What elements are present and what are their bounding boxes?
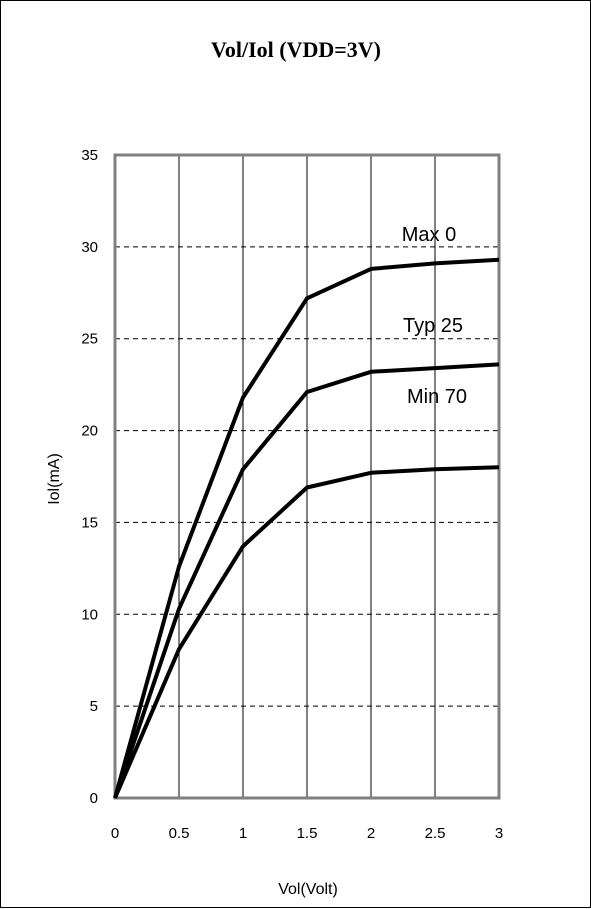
series-lines [113,257,500,799]
y-tick-label: 25 [81,331,98,348]
series-label: Max 0 [402,224,456,246]
x-tick-label: 3 [495,825,503,842]
x-tick-label: 1 [239,825,247,842]
y-tick-labels: 0 5 10 15 20 25 30 35 [81,147,98,807]
grid-layer [115,155,499,798]
y-axis-label: Iol(mA) [46,453,63,505]
y-tick-label: 15 [81,514,98,531]
x-tick-label: 0.5 [169,825,190,842]
y-tick-label: 35 [81,147,98,164]
x-tick-labels: 0 0.5 1 1.5 2 2.5 3 [111,825,503,842]
y-tick-label: 5 [90,698,98,715]
y-tick-label: 20 [81,423,98,440]
plot-border [113,153,501,800]
series-labels: Max 0 Typ 25 Min 70 [402,224,467,408]
series-label: Typ 25 [403,315,463,337]
series-line [113,362,500,799]
y-tick-label: 0 [90,790,98,807]
series-line [113,465,500,799]
x-axis-label: Vol(Volt) [278,881,338,898]
x-tick-label: 2.5 [425,825,446,842]
series-label: Min 70 [407,386,467,408]
chart-title: Vol/Iol (VDD=3V) [211,37,381,62]
x-tick-label: 2 [367,825,375,842]
x-tick-label: 1.5 [297,825,318,842]
y-tick-label: 30 [81,239,98,256]
x-tick-label: 0 [111,825,119,842]
series-line [113,257,500,799]
y-tick-label: 10 [81,606,98,623]
